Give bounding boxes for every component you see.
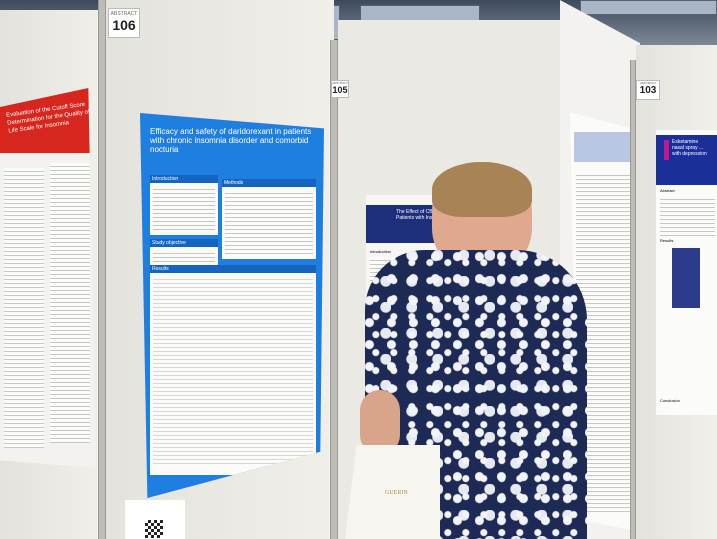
poster-text — [4, 168, 44, 448]
poster-main: Efficacy and safety of daridorexant in p… — [140, 113, 324, 498]
board-pole — [98, 0, 106, 539]
board-caption: ABSTRACT — [639, 81, 656, 85]
section-heading: Results — [660, 238, 674, 243]
qr-code-icon — [145, 520, 163, 538]
board-number: 106 — [112, 17, 136, 33]
poster-text — [50, 163, 90, 443]
section-results: Results — [150, 265, 316, 475]
poster-right-header: Esketamine nasal spray ... with depressi… — [656, 135, 717, 185]
shopping-bag: GUERIN — [345, 445, 440, 539]
section-heading: Introduction — [370, 249, 391, 254]
section-heading: Introduction — [150, 175, 218, 183]
section-heading: Study objective — [150, 239, 218, 247]
poster-center-title: The Effect of CBT-I on Patients with Ins… — [396, 209, 447, 221]
poster-right: Esketamine nasal spray ... with depressi… — [656, 130, 717, 415]
section-heading: Methods — [222, 179, 316, 187]
board-number: 103 — [639, 85, 657, 96]
board-number-105: ABSTRACT 105 — [331, 80, 349, 98]
board-caption: ABSTRACT — [110, 11, 138, 17]
figure — [672, 248, 700, 308]
window — [580, 0, 717, 15]
poster-right-title: Esketamine nasal spray ... with depressi… — [672, 139, 707, 157]
qr-card — [125, 500, 185, 539]
person-arm — [360, 390, 400, 455]
poster-left: Evaluation of the Cutoff Score Determina… — [0, 88, 96, 468]
poster-main-title: Efficacy and safety of daridorexant in p… — [150, 127, 312, 154]
section-heading: Abstract — [660, 188, 675, 193]
accent-bar — [664, 140, 669, 160]
person-hair — [432, 162, 532, 217]
board-pole — [630, 60, 636, 539]
board-number-106: ABSTRACT 106 — [108, 8, 140, 38]
board-number-103: ABSTRACT 103 — [636, 80, 660, 100]
poster-side-header — [574, 132, 634, 162]
section-methods: Methods — [222, 179, 316, 259]
bag-logo: GUERIN — [385, 490, 408, 496]
board-caption: ABSTRACT — [332, 81, 349, 85]
board-pole — [330, 40, 338, 539]
section-introduction: Introduction — [150, 175, 218, 235]
section-heading: Conclusion — [660, 398, 680, 403]
board-number: 105 — [332, 85, 348, 95]
section-heading: Results — [150, 265, 316, 273]
poster-text — [660, 196, 715, 236]
